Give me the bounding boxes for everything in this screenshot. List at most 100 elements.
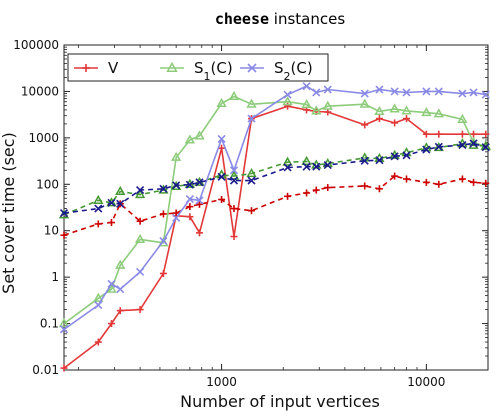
series-point-2 [171,151,182,161]
series-point-5-b [360,156,369,165]
series-point-0 [159,269,167,277]
tick-labels: 0.01 0.1 1 10 100 1000 10000 100000 1000 10000 [13,38,445,389]
series-point-1 [482,179,490,187]
y-tick-label: 100000 [13,38,59,52]
series-point-5 [195,178,204,187]
series-line-4 [63,85,486,331]
series-point-1 [218,196,226,204]
legend-label-sub: 1 [204,70,211,83]
series-point-4-b [94,301,103,310]
series-point-1 [107,219,115,227]
series-point-0 [422,130,430,138]
series-point-1 [60,231,68,239]
series-point-1 [435,180,443,188]
series-point-4-b [116,285,125,294]
series-point-5-b [159,184,168,193]
chart-title-rest: instances [269,10,345,28]
series-point-0 [403,115,411,123]
series-point-1 [303,189,311,197]
series-point-5-b [217,172,226,181]
series-point-1 [324,184,332,192]
series-point-0 [482,130,490,138]
series-point-0 [375,115,383,123]
chart-title: cheese instances [215,10,346,28]
series-line-5 [63,142,486,214]
legend-marker-1 [166,61,178,72]
series-point-5 [360,156,369,165]
series-point-4 [434,87,443,96]
y-tick-label: 10000 [21,84,59,98]
series-point-4-b [434,87,443,96]
series-point-5-b [323,160,332,170]
series-point-4-b [217,134,226,143]
series-point-5-b [59,208,69,218]
series-point-5-b [94,204,103,213]
series-point-0 [458,130,466,138]
series-point-1 [159,210,167,218]
series-point-1 [230,205,238,213]
series-point-1 [403,175,411,183]
series-point-5-b [195,178,204,187]
legend-item-1: S1(C) [160,59,233,83]
series-point-4-b [360,89,369,98]
series-point-0 [60,364,68,372]
series-point-3 [282,156,293,166]
series-point-4-b [402,88,411,97]
series-point-3 [246,168,257,178]
series-point-0 [94,338,102,346]
x-tick-label: 1000 [206,375,237,389]
series-point-5 [107,198,116,207]
series-line-0 [63,105,486,369]
series-point-4 [481,90,490,99]
series-5 [59,139,490,218]
series-point-1 [94,220,102,228]
series-point-1 [186,203,194,211]
series-point-1 [172,209,180,217]
series-point-4-b [159,236,168,246]
series-point-5-b [116,199,125,208]
series-point-5 [172,181,181,190]
legend-label-1: S1(C) [194,59,233,83]
series-point-4 [185,195,194,204]
series-point-5 [247,176,256,185]
series-point-4-b [172,213,181,222]
series-point-4-b [247,114,256,123]
series-point-5-b [458,140,467,150]
series-point-0 [470,130,478,138]
series-point-5-b [375,156,384,165]
series-point-5-b [469,139,478,148]
series-point-2 [282,96,293,106]
series-point-1 [361,182,369,190]
series-point-2 [106,283,117,293]
series-point-2 [93,292,104,302]
series-point-2 [301,99,312,109]
series-point-5 [481,143,490,152]
legend-label-sub: 2 [284,70,291,83]
y-tick-label: 100 [36,177,59,191]
legend-box [67,53,329,82]
series-point-5 [323,160,332,170]
series-point-5-b [434,142,443,151]
series-point-5-b [283,163,292,172]
series-point-0 [116,307,124,315]
series-point-5 [59,208,69,218]
series-point-2 [374,105,385,116]
legend-marker-0 [82,64,90,72]
series-point-2 [58,318,70,328]
series-point-3 [115,185,126,196]
legend-label-main: V [108,59,119,77]
series-point-5 [185,180,194,189]
series-point-4-b [59,325,69,334]
plot-area-border [63,44,489,371]
series-point-0 [391,119,399,127]
series-point-4-b [375,85,384,94]
series-point-1 [470,178,478,186]
series-point-4 [375,85,384,94]
series-point-1 [248,207,256,215]
x-axis-label: Number of input vertices [180,392,380,411]
series-point-4 [107,279,116,288]
x-tick-label: 10000 [407,375,445,389]
series-line-3 [63,142,486,216]
series-point-4 [469,88,478,97]
